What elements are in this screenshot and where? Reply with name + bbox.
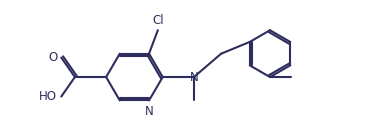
Text: O: O bbox=[48, 51, 57, 64]
Text: N: N bbox=[190, 71, 198, 83]
Text: HO: HO bbox=[40, 90, 57, 103]
Text: N: N bbox=[145, 105, 154, 118]
Text: Cl: Cl bbox=[152, 14, 164, 27]
